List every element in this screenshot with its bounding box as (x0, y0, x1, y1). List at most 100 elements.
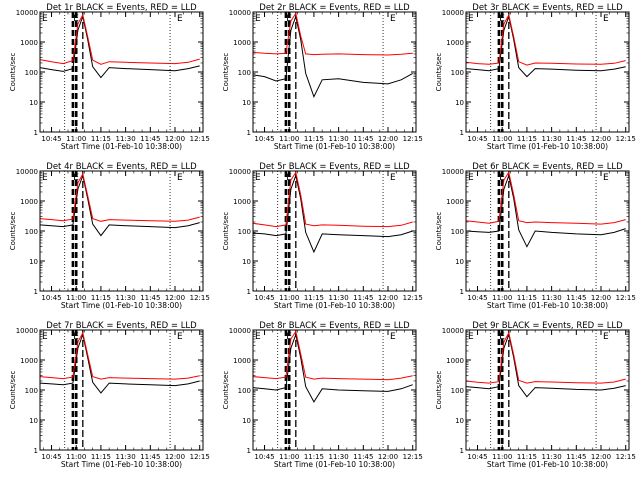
x-tick-label: 10:45 (467, 453, 487, 461)
x-axis-label: Start Time (01-Feb-10 10:38:00) (61, 142, 182, 151)
x-tick-label: 11:00 (279, 294, 299, 302)
y-tick-label: 1000 (233, 39, 251, 47)
lld-series-line (252, 330, 413, 381)
y-axis-label: Counts/sec (435, 371, 443, 410)
y-axis-label: Counts/sec (435, 53, 443, 92)
x-tick-label: 10:45 (41, 135, 61, 143)
y-tick-label: 100 (238, 387, 251, 395)
y-tick-label: 10 (455, 417, 464, 425)
y-tick-label: 1000 (446, 357, 464, 365)
x-tick-label: 12:15 (190, 294, 210, 302)
y-axis-label: Counts/sec (435, 212, 443, 251)
x-tick-label: 11:30 (329, 294, 349, 302)
lld-series-line (252, 12, 413, 56)
x-tick-label: 12:15 (190, 135, 210, 143)
x-axis-label: Start Time (01-Feb-10 10:38:00) (274, 301, 395, 310)
panel-title: Det 1r BLACK = Events, RED = LLD (46, 3, 197, 13)
y-tick-label: 100 (25, 69, 38, 77)
y-tick-label: 10 (29, 417, 38, 425)
events-series-line (252, 332, 413, 403)
x-tick-label: 11:15 (517, 294, 537, 302)
y-tick-label: 100 (451, 69, 464, 77)
y-tick-label: 1000 (20, 198, 38, 206)
y-axis-label: Counts/sec (9, 212, 17, 251)
y-axis-label: Counts/sec (222, 371, 230, 410)
x-tick-label: 11:45 (140, 294, 160, 302)
x-tick-label: 12:00 (591, 453, 611, 461)
y-tick-label: 1 (460, 129, 464, 137)
marker-letter: E (286, 332, 292, 342)
marker-letter: E (390, 332, 396, 342)
events-series-line (39, 173, 200, 237)
x-tick-label: 10:45 (254, 135, 274, 143)
marker-letter: E (42, 332, 48, 342)
x-axis-label: Start Time (01-Feb-10 10:38:00) (487, 142, 608, 151)
panel-title: Det 8r BLACK = Events, RED = LLD (259, 321, 410, 331)
x-tick-label: 11:45 (140, 453, 160, 461)
y-tick-label: 10000 (16, 168, 38, 176)
x-tick-label: 11:15 (304, 135, 324, 143)
marker-letter: E (73, 173, 79, 183)
x-tick-label: 11:00 (492, 453, 512, 461)
x-tick-label: 11:45 (353, 294, 373, 302)
events-series-line (252, 14, 413, 98)
x-tick-label: 10:45 (467, 294, 487, 302)
events-series-line (465, 332, 626, 398)
y-tick-label: 1000 (446, 39, 464, 47)
x-tick-label: 11:30 (329, 135, 349, 143)
x-tick-label: 12:15 (616, 453, 636, 461)
x-tick-label: 12:15 (616, 135, 636, 143)
x-tick-label: 11:15 (517, 135, 537, 143)
x-tick-label: 10:45 (41, 294, 61, 302)
events-series-line (39, 332, 200, 394)
x-tick-label: 12:15 (403, 453, 423, 461)
y-tick-label: 100 (451, 387, 464, 395)
y-axis-label: Counts/sec (222, 53, 230, 92)
marker-letter: E (255, 332, 261, 342)
x-tick-label: 10:45 (254, 453, 274, 461)
y-tick-label: 10 (29, 258, 38, 266)
y-tick-label: 1000 (233, 357, 251, 365)
x-tick-label: 11:00 (66, 453, 86, 461)
marker-letter: E (177, 173, 183, 183)
x-tick-label: 12:00 (591, 294, 611, 302)
lld-series-line (252, 171, 413, 228)
x-tick-label: 12:15 (403, 294, 423, 302)
x-tick-label: 11:30 (542, 294, 562, 302)
lld-series-line (39, 172, 200, 222)
x-tick-label: 12:15 (616, 294, 636, 302)
x-tick-label: 12:00 (378, 453, 398, 461)
marker-letter: E (286, 173, 292, 183)
marker-letter: E (468, 332, 474, 342)
marker-letter: E (255, 14, 261, 24)
y-tick-label: 1 (247, 447, 251, 455)
x-tick-label: 11:30 (116, 453, 136, 461)
lld-series-line (39, 331, 200, 380)
y-tick-label: 10000 (442, 168, 464, 176)
panel-title: Det 9r BLACK = Events, RED = LLD (472, 321, 623, 331)
y-tick-label: 100 (25, 228, 38, 236)
x-tick-label: 11:00 (492, 294, 512, 302)
y-tick-label: 100 (25, 387, 38, 395)
lld-series-line (465, 331, 626, 384)
y-tick-label: 100 (451, 228, 464, 236)
y-axis-label: Counts/sec (9, 371, 17, 410)
y-tick-label: 1 (34, 447, 38, 455)
x-tick-label: 11:15 (91, 135, 111, 143)
marker-letter: E (390, 14, 396, 24)
y-tick-label: 1 (247, 288, 251, 296)
marker-letter: E (73, 14, 79, 24)
marker-letter: E (177, 14, 183, 24)
y-tick-label: 1 (247, 129, 251, 137)
y-tick-label: 10000 (229, 327, 251, 335)
x-tick-label: 12:00 (378, 294, 398, 302)
x-tick-label: 11:45 (140, 135, 160, 143)
y-tick-label: 1000 (446, 198, 464, 206)
marker-letter: E (499, 173, 505, 183)
marker-letter: E (468, 14, 474, 24)
x-tick-label: 11:15 (304, 453, 324, 461)
y-tick-label: 1 (460, 288, 464, 296)
